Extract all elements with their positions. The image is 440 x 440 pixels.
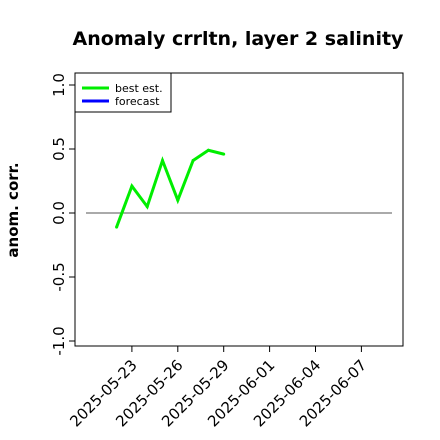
data-point-best-est	[207, 149, 210, 152]
data-point-best-est	[130, 185, 133, 188]
data-point-best-est	[161, 159, 164, 162]
y-axis-label: anom. corr.	[4, 162, 22, 257]
chart-title: Anomaly crrltn, layer 2 salinity	[73, 28, 404, 50]
legend-label-best-estimate: best est.	[115, 82, 163, 95]
legend-label-forecast: forecast	[115, 95, 160, 108]
y-tick-label: 1.0	[50, 73, 68, 97]
y-tick-label: 0.0	[50, 201, 68, 225]
y-tick-label: -1.0	[50, 326, 68, 355]
data-point-best-est	[192, 159, 195, 162]
y-tick-label: 0.5	[50, 137, 68, 161]
data-point-best-est	[176, 199, 179, 202]
data-point-best-est	[146, 205, 149, 208]
data-point-best-est	[222, 153, 225, 156]
y-tick-label: -0.5	[50, 262, 68, 291]
legend: best est. forecast	[75, 73, 171, 112]
data-point-best-est	[115, 226, 118, 229]
